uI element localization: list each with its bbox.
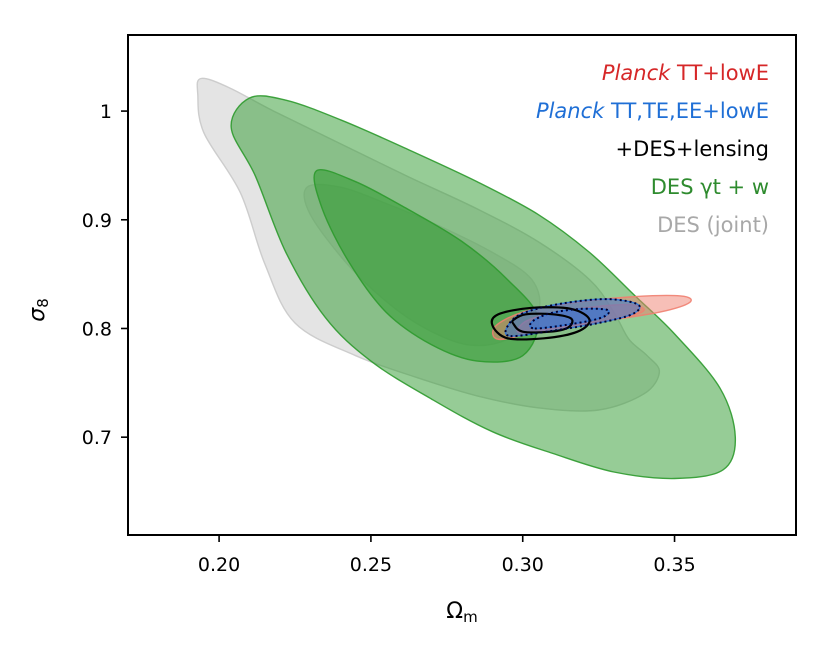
contour-layer [196, 77, 737, 480]
contour-4-95 [490, 306, 591, 341]
x-tick-label-3: 0.35 [653, 554, 695, 576]
x-tick-label-0: 0.20 [198, 554, 240, 576]
legend-entry-0: Planck TT+lowE [602, 61, 769, 85]
y-tick-label-1: 0.8 [82, 318, 112, 340]
dotted-contour-1 [528, 307, 611, 330]
legend-entry-4: DES (joint) [657, 213, 769, 237]
y-tick-label-3: 1 [100, 101, 112, 123]
legend-entry-2: +DES+lensing [616, 137, 769, 161]
y-axis: 0.7 0.8 0.9 1 [82, 101, 128, 449]
x-tick-label-1: 0.25 [350, 554, 392, 576]
x-axis-label: Ωm [446, 599, 477, 626]
y-tick-label-0: 0.7 [82, 427, 112, 449]
y-tick-label-2: 0.9 [82, 210, 112, 232]
plot-frame [127, 34, 797, 536]
legend: Planck TT+lowE Planck TT,TE,EE+lowE +DES+l… [536, 61, 769, 237]
dotted-contour-0 [504, 298, 641, 338]
contour-1-68 [313, 169, 540, 363]
contour-4-68 [511, 312, 574, 334]
x-axis: 0.20 0.25 0.30 0.35 [198, 535, 696, 576]
x-tick-label-2: 0.30 [502, 554, 544, 576]
legend-entry-3: DES γt + w [651, 175, 769, 199]
legend-entry-1: Planck TT,TE,EE+lowE [536, 99, 769, 123]
y-axis-label: σ8 [25, 298, 52, 322]
